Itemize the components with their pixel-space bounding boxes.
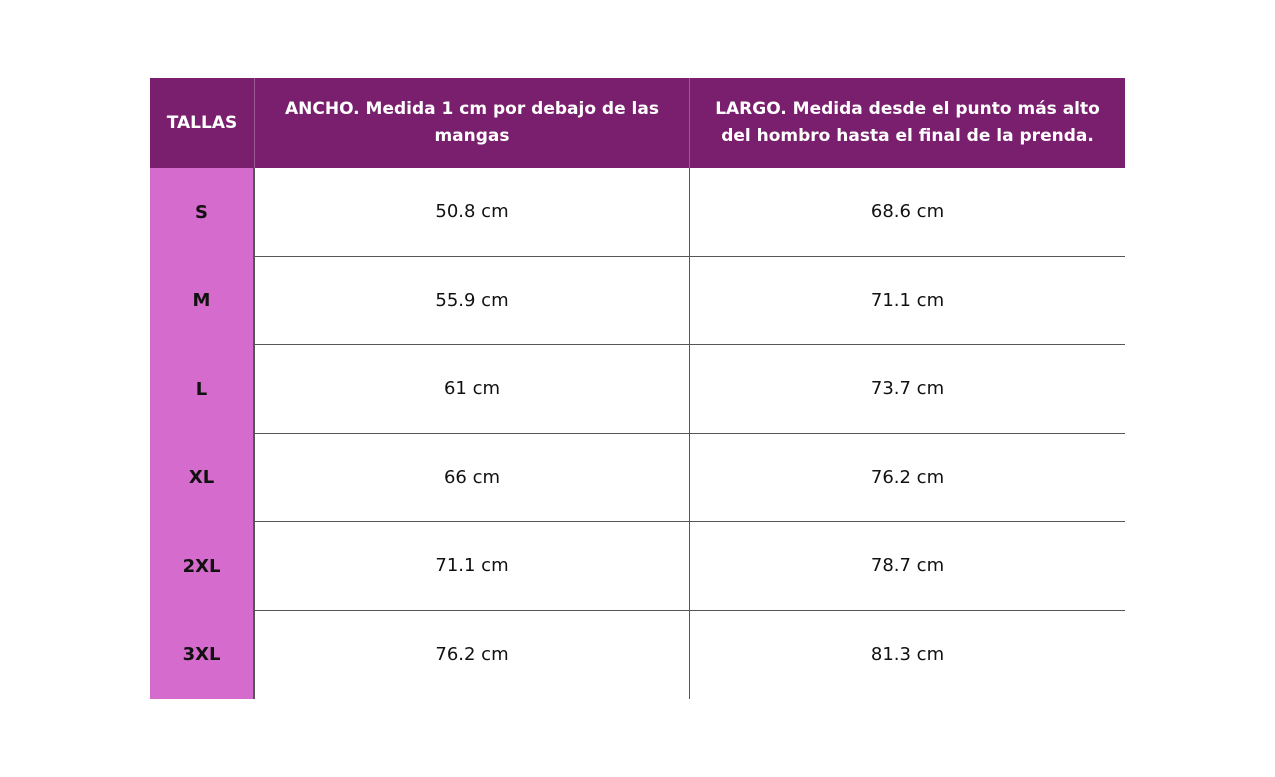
value-cell: 55.9 cm	[254, 256, 689, 345]
header-cell: TALLAS	[150, 78, 254, 168]
size-cell: S	[150, 168, 254, 257]
size-cell: XL	[150, 433, 254, 522]
value-cell: 78.7 cm	[689, 522, 1125, 611]
size-cell: 3XL	[150, 610, 254, 699]
value-cell: 76.2 cm	[254, 610, 689, 699]
value-cell: 50.8 cm	[254, 168, 689, 257]
size-cell: 2XL	[150, 522, 254, 611]
header-cell: ANCHO. Medida 1 cm por debajo de las man…	[254, 78, 689, 168]
size-table: TALLAS ANCHO. Medida 1 cm por debajo de l…	[150, 78, 1125, 699]
size-cell: L	[150, 345, 254, 434]
value-cell: 71.1 cm	[689, 256, 1125, 345]
value-cell: 68.6 cm	[689, 168, 1125, 257]
value-cell: 66 cm	[254, 433, 689, 522]
size-cell: M	[150, 256, 254, 345]
value-cell: 71.1 cm	[254, 522, 689, 611]
header-cell: LARGO. Medida desde el punto más alto de…	[689, 78, 1125, 168]
value-cell: 73.7 cm	[689, 345, 1125, 434]
value-cell: 76.2 cm	[689, 433, 1125, 522]
value-cell: 61 cm	[254, 345, 689, 434]
value-cell: 81.3 cm	[689, 610, 1125, 699]
